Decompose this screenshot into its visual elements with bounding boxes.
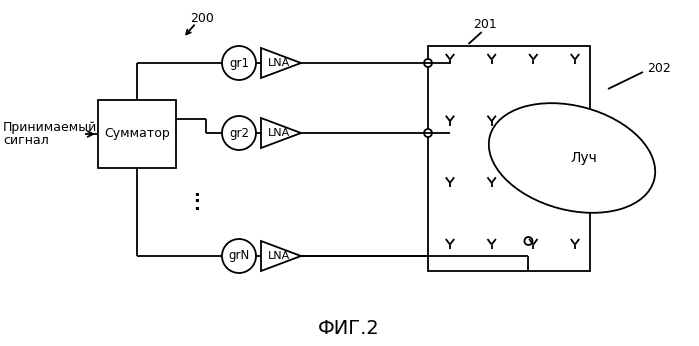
- Bar: [98, 100, 176, 168]
- Circle shape: [222, 46, 256, 80]
- Polygon shape: [261, 241, 301, 271]
- Text: Луч: Луч: [570, 151, 598, 165]
- Text: 201: 201: [473, 18, 496, 30]
- Circle shape: [222, 239, 256, 273]
- Polygon shape: [261, 48, 301, 78]
- Text: gr1: gr1: [229, 56, 249, 70]
- Text: Принимаемый: Принимаемый: [3, 120, 97, 134]
- Text: .: .: [194, 195, 201, 213]
- Circle shape: [424, 129, 432, 137]
- Text: gr2: gr2: [229, 127, 249, 139]
- Text: LNA: LNA: [268, 128, 290, 138]
- Ellipse shape: [489, 103, 655, 213]
- Text: LNA: LNA: [268, 58, 290, 68]
- Text: 200: 200: [190, 11, 214, 25]
- Circle shape: [524, 237, 533, 245]
- Bar: [428, 46, 590, 271]
- Text: .: .: [194, 182, 201, 200]
- Text: 202: 202: [647, 62, 671, 74]
- Text: ФИГ.2: ФИГ.2: [318, 319, 380, 337]
- Text: Сумматор: Сумматор: [104, 127, 170, 140]
- Text: LNA: LNA: [268, 251, 290, 261]
- Text: сигнал: сигнал: [3, 135, 49, 147]
- Circle shape: [222, 116, 256, 150]
- Polygon shape: [261, 118, 301, 148]
- Text: grN: grN: [229, 249, 250, 263]
- Text: .: .: [194, 189, 201, 207]
- Circle shape: [424, 59, 432, 67]
